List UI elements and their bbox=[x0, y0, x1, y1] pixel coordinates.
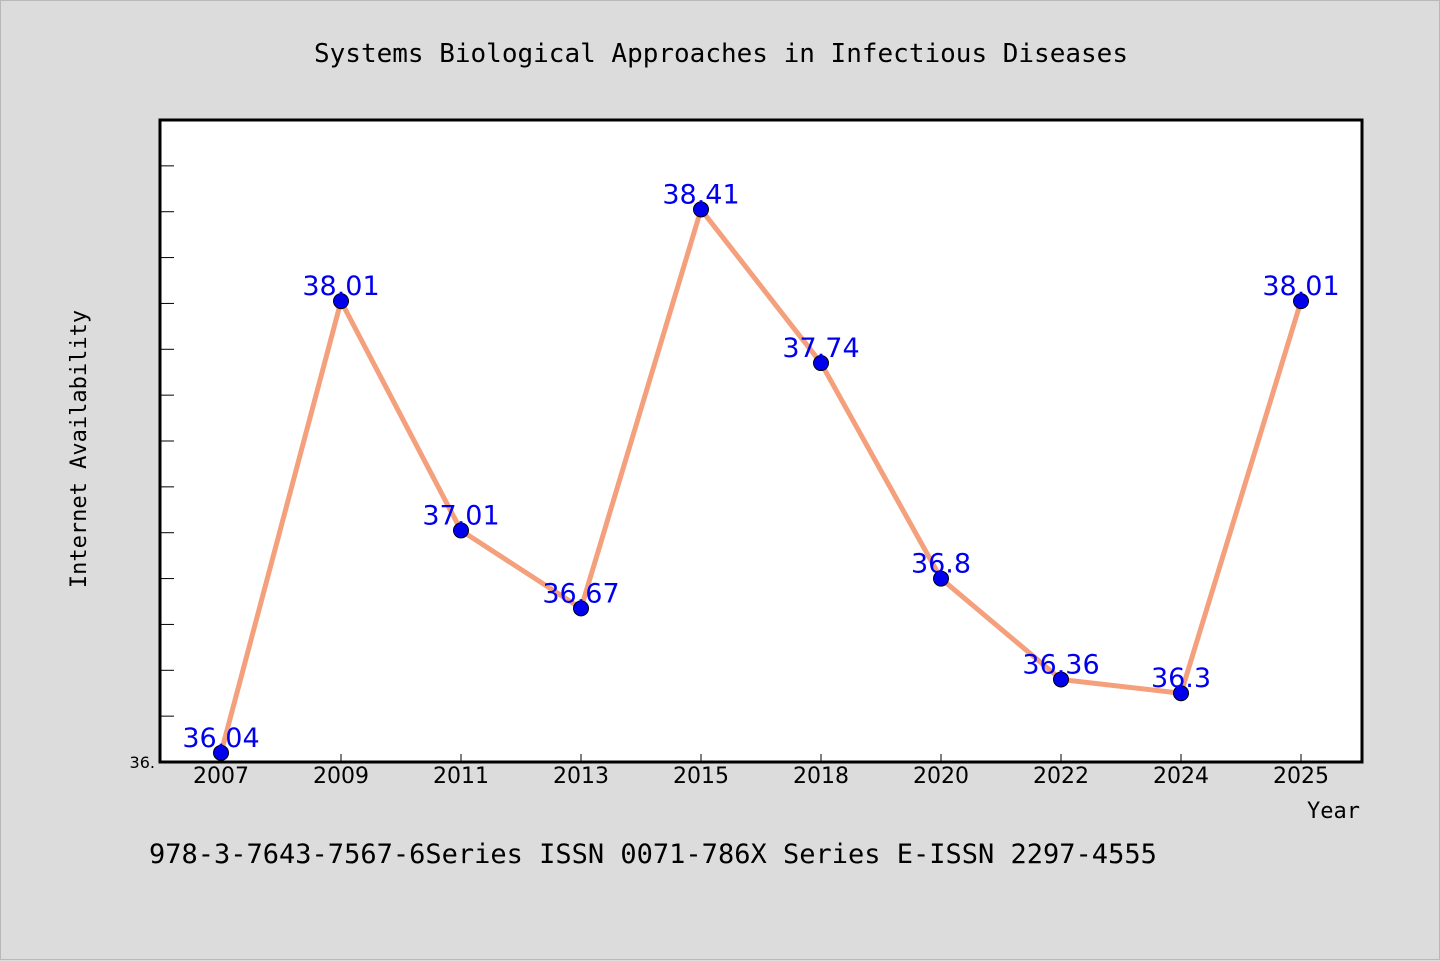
x-axis-ticks: 2007 2009 2011 2013 2015 2018 2020 2022 2024 2025 bbox=[193, 754, 1329, 789]
data-label: 36.04 bbox=[182, 723, 259, 754]
x-tick-label: 2025 bbox=[1273, 764, 1329, 789]
data-point bbox=[1293, 293, 1309, 310]
data-label: 36.3 bbox=[1151, 663, 1211, 694]
data-point bbox=[453, 522, 469, 539]
x-tick-label: 2007 bbox=[193, 764, 249, 789]
data-label: 38.01 bbox=[1262, 271, 1339, 302]
data-point bbox=[813, 355, 829, 372]
plot-area bbox=[158, 118, 1364, 764]
chart-title: Systems Biological Approaches in Infecti… bbox=[314, 39, 1128, 69]
y-axis-ticks bbox=[160, 165, 174, 717]
data-label: 36.36 bbox=[1022, 649, 1099, 680]
x-axis-label: Year bbox=[1307, 799, 1360, 824]
data-label: 36.67 bbox=[542, 578, 619, 609]
data-points bbox=[213, 201, 1309, 761]
x-tick-label: 2009 bbox=[313, 764, 369, 789]
footer-text: 978-3-7643-7567-6Series ISSN 0071-786X S… bbox=[149, 839, 1157, 870]
data-point bbox=[213, 744, 229, 761]
x-tick-label: 2011 bbox=[433, 764, 489, 789]
data-point bbox=[333, 293, 349, 310]
data-label: 36.8 bbox=[911, 549, 971, 580]
x-tick-label: 2013 bbox=[553, 764, 609, 789]
data-labels: 36.04 38.01 37.01 36.67 38.41 37.74 36.8 36.36 3… bbox=[182, 179, 1339, 753]
x-tick-label: 2024 bbox=[1153, 764, 1209, 789]
data-point bbox=[933, 570, 949, 587]
x-tick-label: 2020 bbox=[913, 764, 969, 789]
data-label: 37.74 bbox=[782, 333, 859, 364]
x-tick-label: 2018 bbox=[793, 764, 849, 789]
x-tick-label: 2022 bbox=[1033, 764, 1089, 789]
data-label: 38.41 bbox=[662, 179, 739, 210]
data-point bbox=[693, 201, 709, 218]
data-point bbox=[573, 600, 589, 617]
data-point bbox=[1053, 671, 1069, 688]
y-tick-label: 36. bbox=[130, 753, 155, 772]
x-tick-label: 2015 bbox=[673, 764, 729, 789]
series-line bbox=[218, 206, 1304, 756]
data-point bbox=[1173, 685, 1189, 702]
data-label: 37.01 bbox=[422, 500, 499, 531]
data-label: 38.01 bbox=[302, 271, 379, 302]
y-axis-label: Internet Availability bbox=[67, 310, 92, 588]
